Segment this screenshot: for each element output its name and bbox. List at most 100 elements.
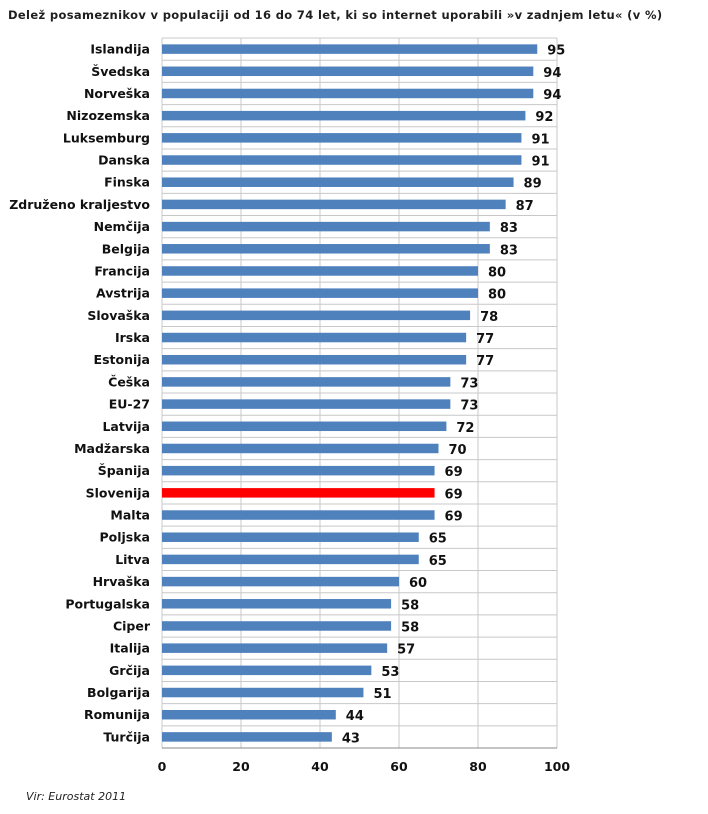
bar bbox=[162, 177, 514, 187]
data-label: 72 bbox=[456, 421, 474, 436]
category-label: Estonija bbox=[94, 352, 150, 367]
category-label: Belgija bbox=[102, 241, 150, 256]
category-label: Malta bbox=[110, 508, 150, 523]
bar bbox=[162, 332, 467, 343]
data-label: 77 bbox=[476, 332, 494, 347]
bar bbox=[162, 266, 478, 276]
category-label: Portugalska bbox=[65, 596, 150, 611]
category-label: Nizozemska bbox=[66, 108, 150, 123]
data-label: 91 bbox=[531, 132, 549, 147]
category-label: Češka bbox=[108, 374, 150, 389]
category-label: Islandija bbox=[90, 42, 150, 57]
category-label: Danska bbox=[98, 153, 150, 168]
bar bbox=[162, 133, 522, 143]
bar bbox=[162, 88, 534, 99]
data-label: 83 bbox=[500, 243, 518, 258]
x-tick-label: 100 bbox=[544, 759, 570, 774]
data-label: 70 bbox=[449, 443, 467, 458]
bar bbox=[162, 621, 392, 631]
data-label: 91 bbox=[531, 155, 549, 170]
bar bbox=[162, 354, 467, 365]
x-tick-label: 40 bbox=[311, 759, 329, 774]
category-label: Turčija bbox=[103, 729, 150, 744]
bar bbox=[162, 288, 478, 298]
data-label: 44 bbox=[346, 709, 364, 724]
data-label: 73 bbox=[460, 376, 478, 391]
bar bbox=[162, 643, 388, 653]
bar bbox=[162, 510, 435, 520]
category-label: Avstrija bbox=[96, 286, 150, 301]
category-label: Finska bbox=[104, 175, 150, 190]
bar bbox=[162, 599, 392, 609]
bar bbox=[162, 554, 419, 565]
data-label: 80 bbox=[488, 265, 506, 280]
category-label: Švedska bbox=[91, 64, 150, 79]
bar bbox=[162, 221, 490, 232]
category-label: Španija bbox=[98, 463, 150, 478]
chart-title: Delež posameznikov v populaciji od 16 do… bbox=[8, 8, 663, 22]
category-label: Litva bbox=[115, 552, 150, 567]
data-label: 65 bbox=[429, 554, 447, 569]
category-label: Francija bbox=[94, 263, 150, 278]
category-label: Madžarska bbox=[74, 441, 150, 456]
category-label: Irska bbox=[115, 330, 150, 345]
bar bbox=[162, 687, 364, 698]
category-label: Bolgarija bbox=[87, 685, 150, 700]
bar bbox=[162, 44, 538, 54]
bar bbox=[162, 66, 534, 77]
data-label: 51 bbox=[373, 687, 391, 702]
x-tick-label: 20 bbox=[232, 759, 250, 774]
bar bbox=[162, 465, 435, 476]
category-label: Slovenija bbox=[86, 485, 150, 500]
category-label: Združeno kraljestvo bbox=[9, 197, 150, 212]
data-label: 94 bbox=[543, 66, 561, 81]
data-label: 95 bbox=[547, 44, 565, 59]
category-label: Romunija bbox=[84, 707, 150, 722]
data-label: 77 bbox=[476, 354, 494, 369]
data-label: 43 bbox=[342, 731, 360, 746]
source-note: Vir: Eurostat 2011 bbox=[26, 790, 127, 803]
category-label: EU-27 bbox=[109, 397, 150, 412]
x-tick-label: 60 bbox=[390, 759, 408, 774]
data-label: 60 bbox=[409, 576, 427, 591]
data-label: 87 bbox=[516, 199, 534, 214]
bar bbox=[162, 709, 336, 720]
data-label: 89 bbox=[524, 177, 542, 192]
x-tick-label: 80 bbox=[469, 759, 487, 774]
category-label: Italija bbox=[110, 641, 150, 656]
category-label: Slovaška bbox=[87, 308, 150, 323]
data-label: 65 bbox=[429, 532, 447, 547]
data-label: 80 bbox=[488, 288, 506, 303]
bar bbox=[162, 665, 372, 676]
x-tick-label: 0 bbox=[158, 759, 167, 774]
bar bbox=[162, 155, 522, 165]
category-label: Hrvaška bbox=[93, 574, 150, 589]
data-label: 58 bbox=[401, 598, 419, 613]
data-label: 73 bbox=[460, 399, 478, 414]
category-label: Poljska bbox=[99, 530, 150, 545]
data-label: 57 bbox=[397, 643, 415, 658]
bar bbox=[162, 421, 447, 432]
data-label: 94 bbox=[543, 88, 561, 103]
category-label: Nemčija bbox=[94, 219, 150, 234]
category-label: Luksemburg bbox=[63, 130, 150, 145]
data-label: 53 bbox=[381, 665, 399, 680]
bar bbox=[162, 732, 332, 742]
category-label: Norveška bbox=[84, 86, 150, 101]
data-label: 69 bbox=[445, 510, 463, 525]
bar bbox=[162, 443, 439, 454]
bar bbox=[162, 244, 490, 254]
bar bbox=[162, 488, 435, 498]
data-label: 92 bbox=[535, 110, 553, 125]
bar bbox=[162, 399, 451, 409]
data-label: 78 bbox=[480, 310, 498, 325]
bar bbox=[162, 576, 399, 587]
bar bbox=[162, 110, 526, 121]
data-label: 69 bbox=[445, 487, 463, 502]
category-label: Latvija bbox=[102, 419, 150, 434]
data-label: 83 bbox=[500, 221, 518, 236]
bar bbox=[162, 532, 419, 542]
data-label: 58 bbox=[401, 620, 419, 635]
bar bbox=[162, 310, 471, 321]
